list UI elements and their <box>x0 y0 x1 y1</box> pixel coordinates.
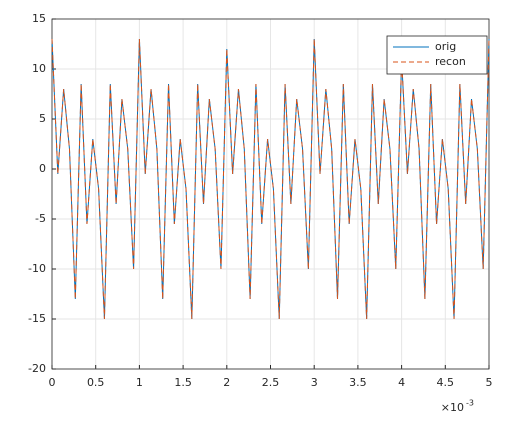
y-tick-label: 15 <box>32 12 46 25</box>
y-tick-label: -10 <box>28 262 46 275</box>
x-exponent-power: -3 <box>466 399 474 408</box>
x-tick-label: 3 <box>311 376 318 389</box>
x-tick-label: 4.5 <box>437 376 455 389</box>
y-tick-label: -15 <box>28 312 46 325</box>
x-tick-label: 2 <box>223 376 230 389</box>
x-tick-label: 1 <box>136 376 143 389</box>
x-tick-label: 0 <box>49 376 56 389</box>
legend-box <box>386 35 488 75</box>
y-tick-label: 10 <box>32 62 46 75</box>
x-tick-label: 4 <box>398 376 405 389</box>
x-tick-label: 0.5 <box>87 376 105 389</box>
y-tick-label: -5 <box>35 212 46 225</box>
y-tick-label: 0 <box>39 162 46 175</box>
y-tick-label: 5 <box>39 112 46 125</box>
x-tick-label: 3.5 <box>349 376 367 389</box>
y-tick-label: -20 <box>28 362 46 375</box>
legend-label: recon <box>435 55 466 68</box>
x-tick-label: 1.5 <box>174 376 192 389</box>
x-exponent: ×10 <box>441 401 464 414</box>
series-line <box>51 38 490 320</box>
x-tick-label: 5 <box>486 376 493 389</box>
x-tick-label: 2.5 <box>262 376 280 389</box>
legend-label: orig <box>435 40 456 53</box>
plot-frame <box>51 18 490 370</box>
